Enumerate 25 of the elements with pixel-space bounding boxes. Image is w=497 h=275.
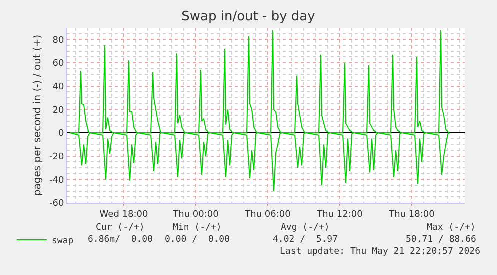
y-axis-title: pages per second in (-) / out (+) — [32, 34, 44, 196]
y-tick-label: 0 — [58, 129, 64, 140]
y-tick-label: -40 — [49, 176, 64, 186]
x-tick-label: Thu 12:00 — [316, 210, 364, 220]
text: Min (-/+) — [173, 223, 222, 233]
text: Cur (-/+) — [96, 223, 145, 233]
x-tick-label: Thu 00:00 — [172, 210, 220, 220]
x-tick-label: Thu 18:00 — [388, 210, 436, 220]
legend-label: swap — [52, 236, 74, 247]
y-tick-label: 80 — [52, 36, 64, 46]
y-tick-label: 60 — [52, 59, 64, 70]
text: Max (-/+) — [427, 223, 476, 233]
text: Last update: Thu May 21 22:20:57 2026 — [280, 247, 480, 257]
text: 4.02 / 5.97 — [273, 235, 338, 245]
y-tick-label: 20 — [52, 106, 64, 116]
chart-title: Swap in/out - by day — [182, 10, 316, 25]
x-tick-label: Thu 06:00 — [244, 210, 292, 220]
text: 6.86m/ 0.00 — [88, 235, 154, 245]
text: Avg (-/+) — [281, 223, 330, 233]
y-tick-label: -20 — [49, 152, 64, 162]
x-tick-label: Wed 18:00 — [100, 210, 148, 220]
y-tick-label: 40 — [52, 82, 64, 92]
text: 50.71 / 88.66 — [406, 235, 476, 245]
text: 0.00 / 0.00 — [165, 235, 230, 245]
y-tick-label: -60 — [49, 199, 64, 210]
